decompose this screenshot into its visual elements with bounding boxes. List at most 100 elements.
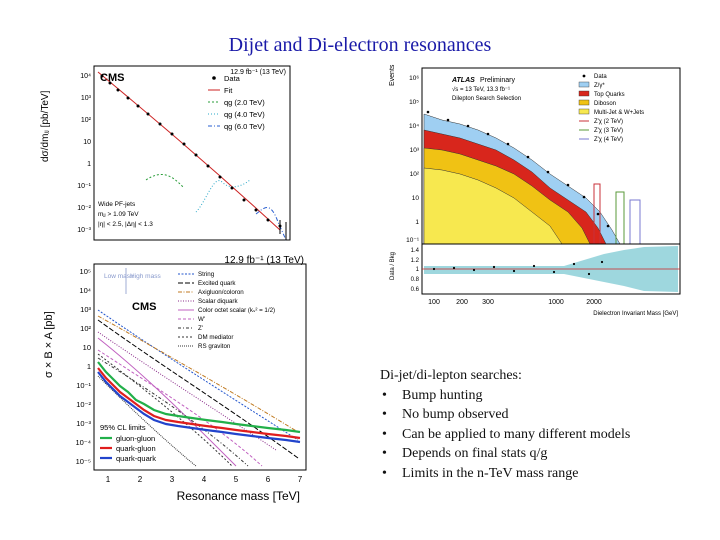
ytick: 10⁻² xyxy=(76,400,91,409)
legend-swatch-multijet xyxy=(578,108,590,115)
ytick: 10 xyxy=(412,195,420,202)
curve-zprime xyxy=(97,357,249,467)
legend-entry: Color octet scalar (kₛ² = 1/2) xyxy=(198,307,275,314)
model-legend: String Excited quark Axigluon/coloron Sc… xyxy=(178,271,275,350)
data-point xyxy=(146,112,150,116)
region-label: High mass xyxy=(130,273,161,280)
cms-dijet-spectrum-plot: dσ/dmⱼⱼ [pb/TeV] 10⁴ 10³ 10² 10 1 10⁻¹ 1… xyxy=(36,62,298,252)
ytick: 10⁻² xyxy=(77,205,91,212)
y-axis-label: dσ/dmⱼⱼ [pb/TeV] xyxy=(40,90,51,162)
ytick: 10⁴ xyxy=(80,73,91,80)
legend-entry: Data xyxy=(224,74,241,83)
legend-entry: Data xyxy=(594,74,607,80)
selection-label: Dilepton Search Selection xyxy=(452,96,521,102)
xtick: 1 xyxy=(106,475,111,484)
data-point xyxy=(582,195,586,199)
legend: Data Z/γ* Top Quarks Diboson Multi-Jet &… xyxy=(578,74,644,143)
ratio-point xyxy=(492,265,496,269)
bullet-item: No bump observed xyxy=(380,405,710,425)
data-point xyxy=(136,104,140,108)
ratio-tick: 1.4 xyxy=(411,248,420,254)
data-point xyxy=(230,186,234,190)
curve-string xyxy=(97,309,299,441)
ratio-point xyxy=(472,268,476,272)
cms-limits-plot: σ × B × A [pb] Resonance mass [TeV] 1 2 … xyxy=(36,254,310,508)
signal-zp-3tev xyxy=(615,191,625,244)
ytick: 10⁻⁵ xyxy=(76,457,91,466)
ratio-tick: 1.2 xyxy=(411,258,420,264)
data-point xyxy=(126,96,130,100)
x-axis-label: Resonance mass [TeV] xyxy=(177,489,300,503)
limit-curves xyxy=(97,361,301,444)
legend-entry: Diboson xyxy=(594,101,616,107)
notes-block: Di-jet/di-lepton searches: Bump hunting … xyxy=(380,366,710,483)
lumi-label: 12.9 fb⁻¹ (13 TeV) xyxy=(230,69,286,76)
legend-swatch-top xyxy=(578,90,590,97)
legend: Data Fit qg (2.0 TeV) qg (4.0 TeV) qg (6… xyxy=(208,74,265,131)
frame xyxy=(93,263,307,471)
bullet-list: Bump hunting No bump observed Can be app… xyxy=(380,386,710,484)
y-axis-label: Events xyxy=(389,64,396,86)
bullet-item: Depends on final stats q/g xyxy=(380,444,710,464)
experiment-label: ATLAS xyxy=(451,77,475,84)
ytick: 10⁵ xyxy=(80,267,91,276)
status-label: Preliminary xyxy=(480,77,516,84)
notes-heading: Di-jet/di-lepton searches: xyxy=(380,368,522,383)
ytick: 10² xyxy=(81,117,92,124)
signal-qg-6tev xyxy=(255,207,287,241)
model-curves xyxy=(97,309,299,467)
ytick: 10⁵ xyxy=(409,99,419,106)
legend-entry: Top Quarks xyxy=(594,92,625,98)
limits-legend: 95% CL limits gluon-gluon quark-gluon qu… xyxy=(100,423,156,463)
data-point xyxy=(158,122,162,126)
ratio-point xyxy=(432,267,436,271)
limit-quark-quark xyxy=(97,371,301,444)
legend-entry: DM mediator xyxy=(198,334,233,341)
ratio-point xyxy=(600,260,604,264)
atlas-dielectron-plot: Events 10⁶ 10⁵ 10⁴ 10³ 10² 10 1 10⁻¹ ATL… xyxy=(384,64,686,320)
ytick: 10⁻⁴ xyxy=(75,438,91,447)
limits-legend-title: 95% CL limits xyxy=(100,423,146,432)
data-points xyxy=(100,74,282,228)
legend-entry: W' xyxy=(198,316,205,323)
legend-entry: Axigluon/coloron xyxy=(198,289,244,296)
legend-entry: qg (2.0 TeV) xyxy=(224,98,265,107)
legend-entry: quark-gluon xyxy=(116,444,156,453)
data-point xyxy=(116,88,120,92)
legend-entry: Z' xyxy=(198,325,203,332)
data-point xyxy=(446,118,450,122)
ratio-point xyxy=(532,264,536,268)
xtick: 300 xyxy=(482,299,494,306)
data-points xyxy=(426,110,610,228)
data-point xyxy=(546,170,550,174)
signal-zp-2tev xyxy=(593,183,601,244)
data-point xyxy=(194,153,198,157)
legend-entry: gluon-gluon xyxy=(116,434,155,443)
legend-entry: qg (4.0 TeV) xyxy=(224,110,265,119)
ytick: 10 xyxy=(83,139,91,146)
ytick: 10⁻³ xyxy=(77,227,91,234)
data-point xyxy=(242,198,246,202)
ytick: 10 xyxy=(83,343,91,352)
x-axis-label: Dielectron Invariant Mass [GeV] xyxy=(593,311,678,317)
data-point xyxy=(466,124,470,128)
data-point xyxy=(426,110,430,114)
ytick: 1 xyxy=(415,219,419,226)
y-ticks: 10⁶ 10⁵ 10⁴ 10³ 10² 10 1 10⁻¹ xyxy=(406,75,420,244)
ratio-axis-label: Data / Bkg xyxy=(390,252,396,280)
xtick: 3 xyxy=(170,475,175,484)
bullet-item: Can be applied to many different models xyxy=(380,425,710,445)
mass-regions: Low mass High mass xyxy=(104,273,161,280)
limit-gluon-gluon xyxy=(97,361,301,434)
xtick: 4 xyxy=(202,475,207,484)
frame xyxy=(93,65,291,241)
ytick: 10³ xyxy=(410,147,420,154)
x-ticks: 100 200 300 1000 2000 xyxy=(428,299,602,306)
fit-curve xyxy=(97,71,281,231)
legend-entry: qg (6.0 TeV) xyxy=(224,122,265,131)
ytick: 10⁻¹ xyxy=(406,237,420,244)
signal-qg-4tev xyxy=(195,179,251,213)
xtick: 5 xyxy=(234,475,239,484)
ytick: 10³ xyxy=(81,95,92,102)
xtick: 1000 xyxy=(548,299,564,306)
